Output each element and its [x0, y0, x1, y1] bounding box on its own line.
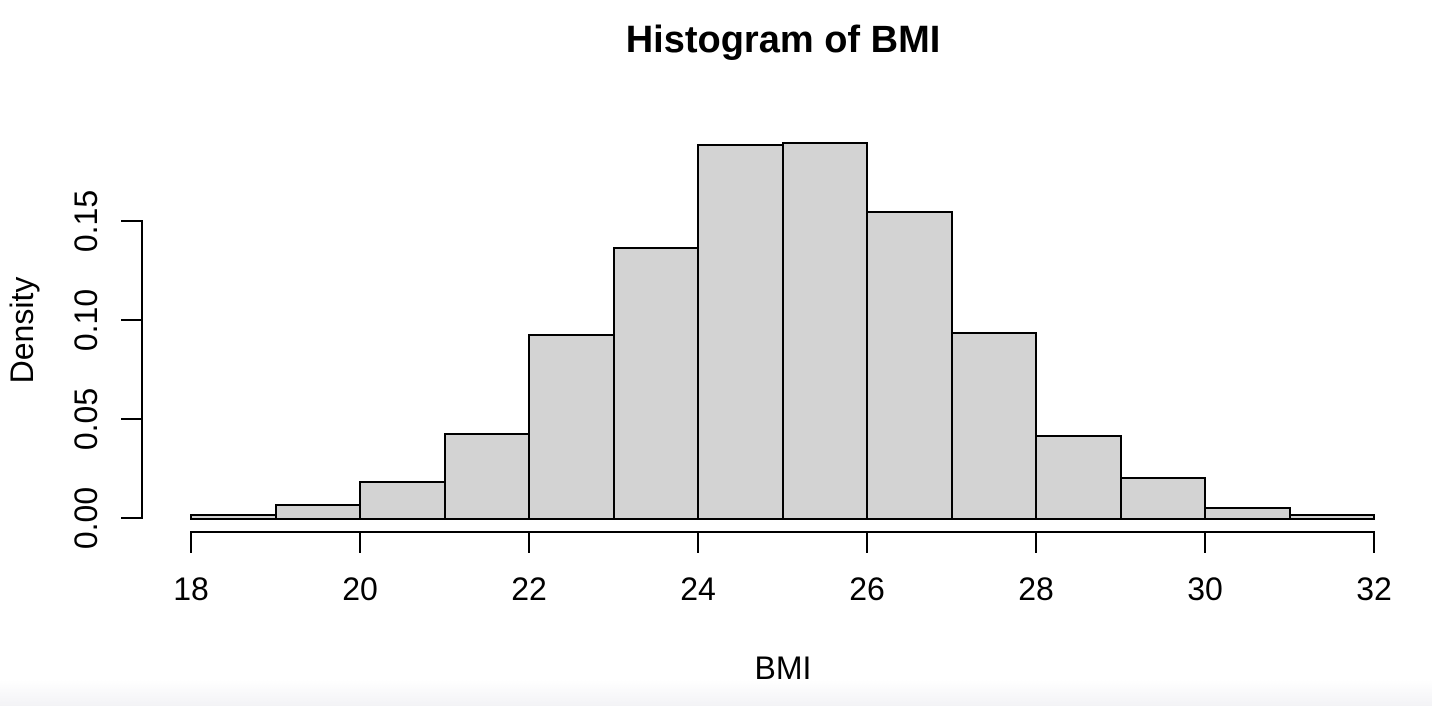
y-tick: [121, 319, 141, 322]
chart-title: Histogram of BMI: [625, 19, 941, 61]
x-axis-line: [190, 531, 1375, 533]
histogram-bar: [612, 247, 699, 521]
x-tick-label: 28: [1018, 571, 1054, 607]
y-tick-label: 0.15: [68, 190, 104, 253]
x-tick: [866, 531, 868, 553]
y-axis-line: [141, 220, 143, 520]
histogram-bar: [697, 144, 784, 521]
y-tick-label: 0.00: [68, 487, 104, 550]
histogram-bar: [190, 514, 277, 521]
x-tick: [1373, 531, 1375, 553]
x-tick-label: 30: [1187, 571, 1223, 607]
y-tick-label: 0.05: [68, 388, 104, 451]
y-tick: [121, 517, 141, 520]
histogram-bar: [1035, 435, 1122, 521]
histogram-bar: [1288, 514, 1375, 521]
x-tick: [1035, 531, 1037, 553]
y-tick: [121, 220, 141, 223]
histogram-bar: [359, 480, 446, 521]
x-tick-label: 20: [342, 571, 378, 607]
histogram-bar: [274, 504, 361, 521]
x-tick: [697, 531, 699, 553]
histogram-bar: [950, 332, 1037, 521]
x-tick-label: 18: [173, 571, 209, 607]
x-tick: [359, 531, 361, 553]
x-tick: [190, 531, 192, 553]
histogram-bar: [443, 433, 530, 521]
histogram-bar: [528, 334, 615, 521]
x-tick-label: 32: [1356, 571, 1392, 607]
y-tick: [121, 418, 141, 421]
x-tick: [1204, 531, 1206, 553]
histogram-bar: [1119, 476, 1206, 521]
x-tick-label: 24: [680, 571, 716, 607]
x-tick-label: 22: [511, 571, 547, 607]
histogram-bar: [866, 211, 953, 521]
x-tick: [528, 531, 530, 553]
x-tick-label: 26: [849, 571, 885, 607]
x-axis-label: BMI: [754, 650, 812, 686]
y-tick-label: 0.10: [68, 289, 104, 352]
histogram-bar: [1204, 507, 1291, 521]
histogram-bar: [781, 142, 868, 521]
